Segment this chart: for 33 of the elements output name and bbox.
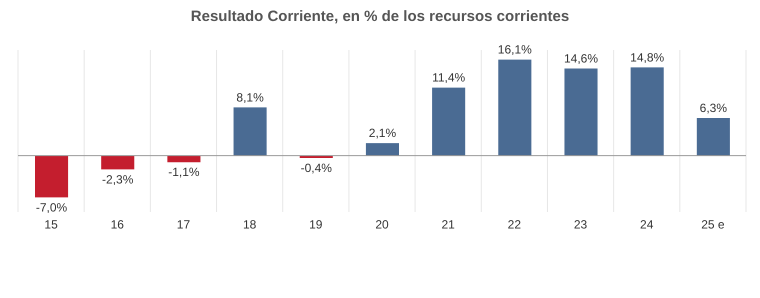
bar bbox=[366, 143, 399, 156]
x-tick-label: 23 bbox=[574, 218, 588, 232]
chart-title: Resultado Corriente, en % de los recursos corrientes bbox=[190, 8, 570, 25]
bar bbox=[101, 156, 134, 170]
data-label: -0,4% bbox=[300, 161, 332, 176]
x-tick-label: 19 bbox=[309, 218, 323, 232]
data-label: -1,1% bbox=[168, 165, 200, 180]
bar bbox=[498, 60, 532, 156]
data-label: -2,3% bbox=[102, 172, 134, 186]
bar bbox=[35, 156, 68, 198]
x-tick-label: 22 bbox=[508, 218, 522, 232]
x-tick-label: 24 bbox=[640, 218, 654, 232]
bar bbox=[167, 156, 200, 162]
x-tick-label: 21 bbox=[442, 218, 456, 232]
bar bbox=[696, 118, 730, 156]
data-label: 2,1% bbox=[368, 126, 396, 140]
x-tick-label: 25 e bbox=[701, 218, 725, 232]
x-tick-label: 15 bbox=[44, 218, 58, 232]
bar bbox=[432, 88, 466, 156]
data-label: 16,1% bbox=[498, 42, 532, 57]
data-label: 11,4% bbox=[432, 70, 466, 85]
data-label: 14,8% bbox=[630, 50, 665, 64]
bar bbox=[630, 67, 664, 156]
bar bbox=[564, 68, 598, 156]
data-label: 14,6% bbox=[564, 52, 598, 66]
data-label: 6,3% bbox=[700, 101, 728, 116]
x-tick-label: 16 bbox=[110, 218, 124, 232]
data-label: -7,0% bbox=[36, 200, 68, 214]
bar bbox=[234, 107, 267, 156]
x-tick-label: 20 bbox=[375, 218, 389, 232]
x-tick-label: 17 bbox=[176, 218, 190, 232]
x-tick-label: 18 bbox=[242, 218, 257, 232]
data-label: 8,1% bbox=[236, 90, 264, 104]
